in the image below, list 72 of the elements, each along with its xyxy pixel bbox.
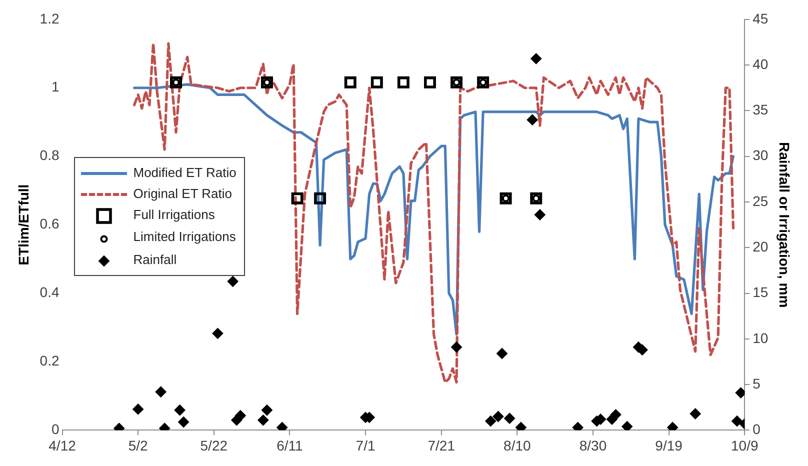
legend-label: Original ET Ratio xyxy=(133,186,232,202)
legend-label: Rainfall xyxy=(133,252,177,267)
point xyxy=(530,192,542,204)
y2-axis-title: Rainfall or Irrigation, mm xyxy=(776,142,793,308)
legend-label: Full Irrigations xyxy=(133,207,215,222)
x-tick-label: 7/21 xyxy=(428,437,456,454)
point xyxy=(690,408,701,420)
point xyxy=(178,416,190,428)
y-tick-label: 1 xyxy=(51,78,60,95)
point xyxy=(450,76,463,88)
point xyxy=(132,404,144,415)
point xyxy=(735,387,745,398)
y2-tick-label: 20 xyxy=(752,238,768,254)
y-tick-label: 0 xyxy=(51,421,60,438)
x-tick-label: 9/19 xyxy=(655,437,683,454)
y-tick-label: 0.4 xyxy=(40,284,60,300)
y2-tick-label: 5 xyxy=(752,375,761,392)
y2-tick-label: 35 xyxy=(752,102,768,118)
point xyxy=(227,276,238,287)
y-tick-label: 0.6 xyxy=(40,216,60,232)
point xyxy=(370,76,383,88)
point xyxy=(397,76,410,88)
legend-label: Limited Irrigations xyxy=(133,229,236,244)
y2-tick-label: 40 xyxy=(752,56,768,72)
x-tick-label: 8/30 xyxy=(579,437,607,454)
point xyxy=(515,422,526,430)
point xyxy=(260,76,273,88)
x-tick-label: 7/1 xyxy=(356,437,376,454)
line-series xyxy=(132,42,735,384)
point xyxy=(314,192,326,204)
point xyxy=(534,209,546,220)
y2-tick-label: 0 xyxy=(752,421,761,438)
point xyxy=(492,411,504,422)
point xyxy=(212,328,224,339)
point xyxy=(258,414,269,426)
point xyxy=(667,422,678,430)
point xyxy=(174,404,186,416)
point xyxy=(496,348,508,360)
point xyxy=(526,114,538,126)
point xyxy=(530,53,542,64)
legend-label: Modified ET Ratio xyxy=(133,165,236,180)
point xyxy=(291,192,304,204)
x-tick-label: 6/11 xyxy=(276,437,304,454)
y-tick-label: 0.2 xyxy=(40,352,60,369)
x-tick-label: 5/2 xyxy=(128,437,148,454)
point xyxy=(155,386,166,398)
x-tick-label: 8/10 xyxy=(504,437,532,454)
x-tick-label: 10/9 xyxy=(731,437,758,454)
x-tick-label: 4/12 xyxy=(48,437,76,454)
y2-tick-label: 15 xyxy=(752,284,768,300)
point xyxy=(732,416,743,427)
y2-tick-label: 25 xyxy=(752,192,768,209)
point xyxy=(504,412,516,424)
y-tick-label: 1.2 xyxy=(40,10,60,26)
point xyxy=(170,76,182,88)
x-tick-label: 5/22 xyxy=(200,437,228,454)
point xyxy=(234,410,246,422)
y2-tick-label: 30 xyxy=(752,147,768,164)
point xyxy=(261,404,272,416)
y2-tick-label: 10 xyxy=(752,330,768,346)
point xyxy=(572,422,584,430)
point xyxy=(344,76,356,88)
point xyxy=(276,422,288,430)
point xyxy=(424,76,436,88)
point xyxy=(622,421,633,430)
point xyxy=(485,416,496,427)
point xyxy=(451,342,462,353)
y2-tick-label: 45 xyxy=(752,10,768,26)
point xyxy=(610,409,622,420)
y-axis-title: ETlim/ETfull xyxy=(15,184,32,266)
point xyxy=(500,192,512,204)
y-tick-label: 0.8 xyxy=(40,147,60,164)
